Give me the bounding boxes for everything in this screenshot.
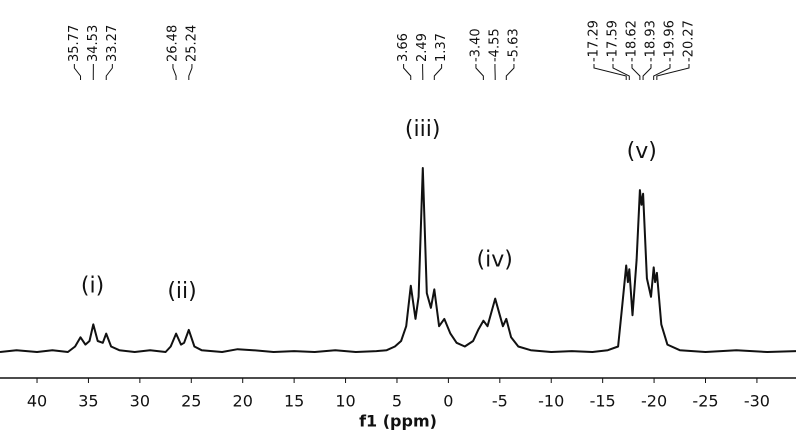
peak-label: -20.27: [681, 20, 696, 62]
peak-label: 25.24: [184, 25, 199, 62]
peak-label: -18.93: [643, 20, 658, 62]
peak-label: 1.37: [434, 33, 449, 62]
x-tick-label: -20: [641, 392, 667, 411]
peak-label: -17.59: [605, 20, 620, 62]
spectrum-line: [0, 167, 796, 353]
peak-connector: [475, 64, 484, 80]
peak-label: -18.62: [624, 20, 639, 62]
peak-connector: [403, 64, 412, 80]
peak-connector: [105, 64, 113, 80]
peak-connector: [73, 64, 82, 80]
peak-label: 2.49: [415, 33, 430, 62]
region-label: (iv): [477, 248, 513, 273]
peak-connector: [642, 64, 652, 80]
x-tick-label: 10: [335, 392, 355, 411]
x-tick-label: 40: [27, 392, 47, 411]
peak-label: -4.55: [487, 28, 502, 62]
peak-label: 26.48: [165, 25, 180, 62]
x-tick-label: 35: [78, 392, 98, 411]
peak-label: 33.27: [105, 25, 120, 62]
region-label: (i): [81, 273, 104, 298]
x-tick-label: -25: [692, 392, 718, 411]
x-tick-label: 25: [181, 392, 201, 411]
x-axis-label: f1 (ppm): [359, 412, 437, 431]
peak-connector: [612, 64, 630, 80]
peak-connector: [188, 64, 193, 80]
peak-connector: [653, 64, 671, 80]
peak-label: -19.96: [662, 20, 677, 62]
peak-label: -5.63: [506, 28, 521, 62]
peak-connector: [505, 64, 515, 80]
x-tick-label: 15: [284, 392, 304, 411]
x-tick-label: -15: [590, 392, 616, 411]
peak-label: 35.77: [67, 25, 82, 62]
peak-connector: [433, 64, 443, 80]
peak-label: -3.40: [468, 28, 483, 62]
x-tick-label: 30: [130, 392, 150, 411]
peak-label: -17.29: [586, 20, 601, 62]
peak-connector: [593, 64, 627, 80]
x-tick-label: 5: [392, 392, 402, 411]
x-tick-label: -10: [538, 392, 564, 411]
x-tick-label: -5: [492, 392, 508, 411]
x-tick-label: -30: [744, 392, 770, 411]
region-label: (ii): [167, 279, 196, 304]
peak-label: 34.53: [86, 25, 101, 62]
region-label: (v): [627, 139, 657, 164]
x-tick-label: 20: [233, 392, 253, 411]
peak-connector: [631, 64, 641, 80]
peak-label: 3.66: [396, 33, 411, 62]
peak-connector: [172, 64, 177, 80]
region-label: (iii): [405, 117, 441, 142]
x-tick-label: 0: [443, 392, 453, 411]
peak-connector: [656, 64, 690, 80]
